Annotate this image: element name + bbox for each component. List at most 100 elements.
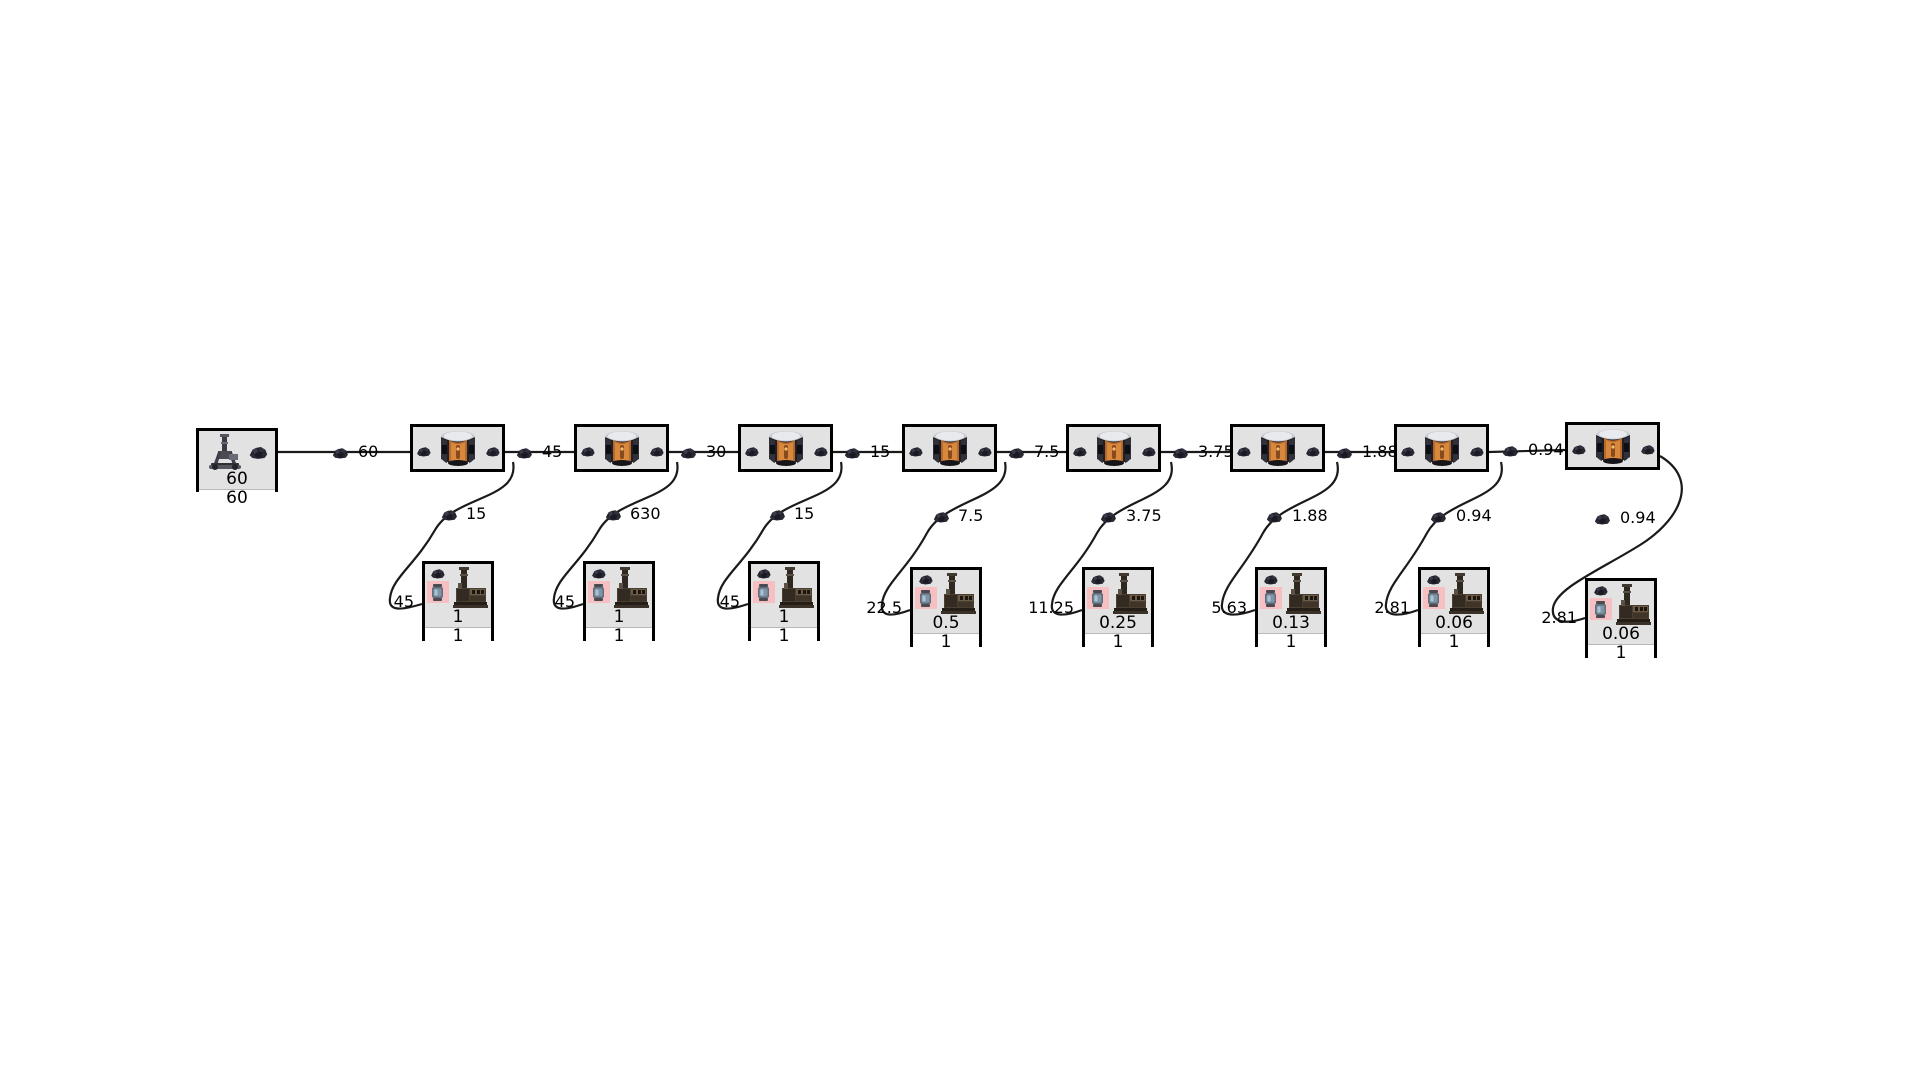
node-body <box>1588 581 1654 626</box>
coal-icon <box>1502 446 1518 457</box>
edge-item-e-m2-m3 <box>679 443 698 462</box>
node-g5[interactable]: 0.25 1 <box>1082 567 1154 652</box>
coal-icon <box>908 446 923 456</box>
water-input-cell <box>752 581 775 603</box>
edge-item-e-m1-m2 <box>515 443 534 462</box>
node-body <box>905 427 994 475</box>
edge-item-e-m4-m5 <box>1007 443 1026 462</box>
node-input-rate-lab-g2: 45 <box>554 592 575 611</box>
node-secondary-count: 1 <box>1421 632 1487 652</box>
node-m2[interactable] <box>574 424 669 472</box>
node-body <box>741 427 830 475</box>
coal-icon <box>649 446 664 456</box>
edge-item-e-m8-g8 <box>1593 509 1612 528</box>
coal-generator-icon <box>1112 573 1148 614</box>
node-body <box>913 570 979 615</box>
edge-label-e-m3-m4: 15 <box>870 442 891 461</box>
splitter-icon <box>1424 431 1459 466</box>
node-body <box>1397 427 1486 475</box>
node-input-rate-lab-g8: 2.81 <box>1541 608 1577 627</box>
node-body <box>413 427 502 475</box>
node-input-rate-lab-g3: 45 <box>719 592 740 611</box>
coal-icon <box>1100 512 1116 523</box>
coal-icon <box>757 569 771 579</box>
coal-generator-icon <box>452 567 488 608</box>
node-m5[interactable] <box>1066 424 1161 472</box>
node-m7[interactable] <box>1394 424 1489 472</box>
node-input-rate-lab-g7: 2.81 <box>1374 598 1410 617</box>
edge-item-e-m2-g2 <box>604 505 623 524</box>
generator-inputs <box>1259 573 1282 609</box>
water-input-cell <box>426 581 449 603</box>
node-secondary-count: 1 <box>425 626 491 646</box>
splitter-icon <box>604 431 639 466</box>
node-secondary-count: 60 <box>199 488 275 508</box>
edge-item-e-m6-g6 <box>1265 507 1284 526</box>
node-miner[interactable]: 60 60 <box>196 428 278 508</box>
water-icon <box>1595 601 1606 618</box>
edge-item-e-m3-g3 <box>768 505 787 524</box>
coal-icon <box>605 510 621 521</box>
edge-item-e-m7-m8 <box>1501 441 1520 460</box>
node-body <box>199 431 275 471</box>
node-input-rate-lab-g1: 45 <box>393 592 414 611</box>
node-secondary-count: 1 <box>1588 643 1654 663</box>
node-body <box>751 564 817 609</box>
water-icon <box>432 584 443 601</box>
generator-inputs <box>1589 584 1612 620</box>
water-icon <box>1428 590 1439 607</box>
node-m4[interactable] <box>902 424 997 472</box>
splitter-icon <box>932 431 967 466</box>
edge-item-e-m1-g1 <box>440 505 459 524</box>
node-body <box>1421 570 1487 615</box>
node-body <box>586 564 652 609</box>
node-input-rate-lab-g5: 11.25 <box>1028 598 1074 617</box>
node-body <box>577 427 666 475</box>
edge-item-e-m5-m6 <box>1171 443 1190 462</box>
node-secondary-count: 1 <box>913 632 979 652</box>
coal-icon <box>1571 444 1586 454</box>
water-icon <box>758 584 769 601</box>
coal-icon <box>485 446 500 456</box>
node-m3[interactable] <box>738 424 833 472</box>
coal-generator-icon <box>940 573 976 614</box>
node-m1[interactable] <box>410 424 505 472</box>
node-machine-count: 60 <box>199 470 275 489</box>
generator-inputs <box>1086 573 1109 609</box>
coal-icon <box>332 448 348 459</box>
edge-label-e-m5-m6: 3.75 <box>1198 442 1234 461</box>
edge-label-e-m2-g2: 630 <box>630 504 661 523</box>
node-secondary-count: 1 <box>1258 632 1324 652</box>
node-g8[interactable]: 0.06 1 <box>1585 578 1657 663</box>
node-g6[interactable]: 0.13 1 <box>1255 567 1327 652</box>
coal-generator-icon <box>1615 584 1651 625</box>
coal-icon <box>1172 448 1188 459</box>
water-input-cell <box>1422 587 1445 609</box>
node-body <box>1085 570 1151 615</box>
edge-label-e-miner-m1: 60 <box>358 442 379 461</box>
coal-icon <box>977 446 992 456</box>
water-input-cell <box>1589 598 1612 620</box>
coal-icon <box>580 446 595 456</box>
coal-generator-icon <box>1448 573 1484 614</box>
coal-icon <box>1469 446 1484 456</box>
node-secondary-count: 1 <box>1085 632 1151 652</box>
edge-label-e-m3-g3: 15 <box>794 504 815 523</box>
node-m8[interactable] <box>1565 422 1660 470</box>
node-body <box>1258 570 1324 615</box>
node-g4[interactable]: 0.5 1 <box>910 567 982 652</box>
edge-label-e-m8-g8: 0.94 <box>1620 508 1656 527</box>
node-body <box>1568 425 1657 473</box>
coal-icon <box>933 512 949 523</box>
node-g7[interactable]: 0.06 1 <box>1418 567 1490 652</box>
coal-icon <box>680 448 696 459</box>
node-m6[interactable] <box>1230 424 1325 472</box>
node-machine-count: 0.06 <box>1588 625 1654 644</box>
coal-icon <box>1305 446 1320 456</box>
edge-label-e-m4-m5: 7.5 <box>1034 442 1060 461</box>
